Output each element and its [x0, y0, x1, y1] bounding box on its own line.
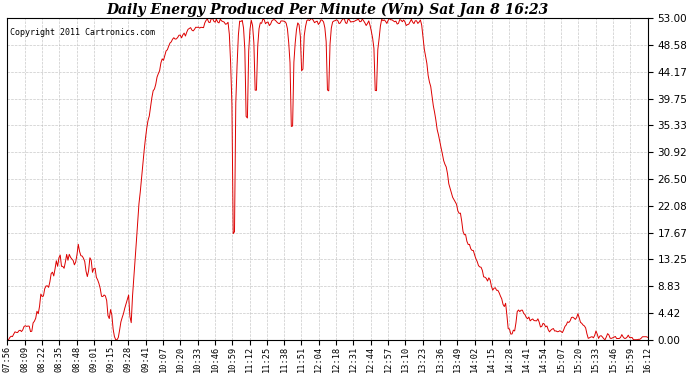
Title: Daily Energy Produced Per Minute (Wm) Sat Jan 8 16:23: Daily Energy Produced Per Minute (Wm) Sa… — [106, 3, 549, 17]
Text: Copyright 2011 Cartronics.com: Copyright 2011 Cartronics.com — [10, 28, 155, 37]
